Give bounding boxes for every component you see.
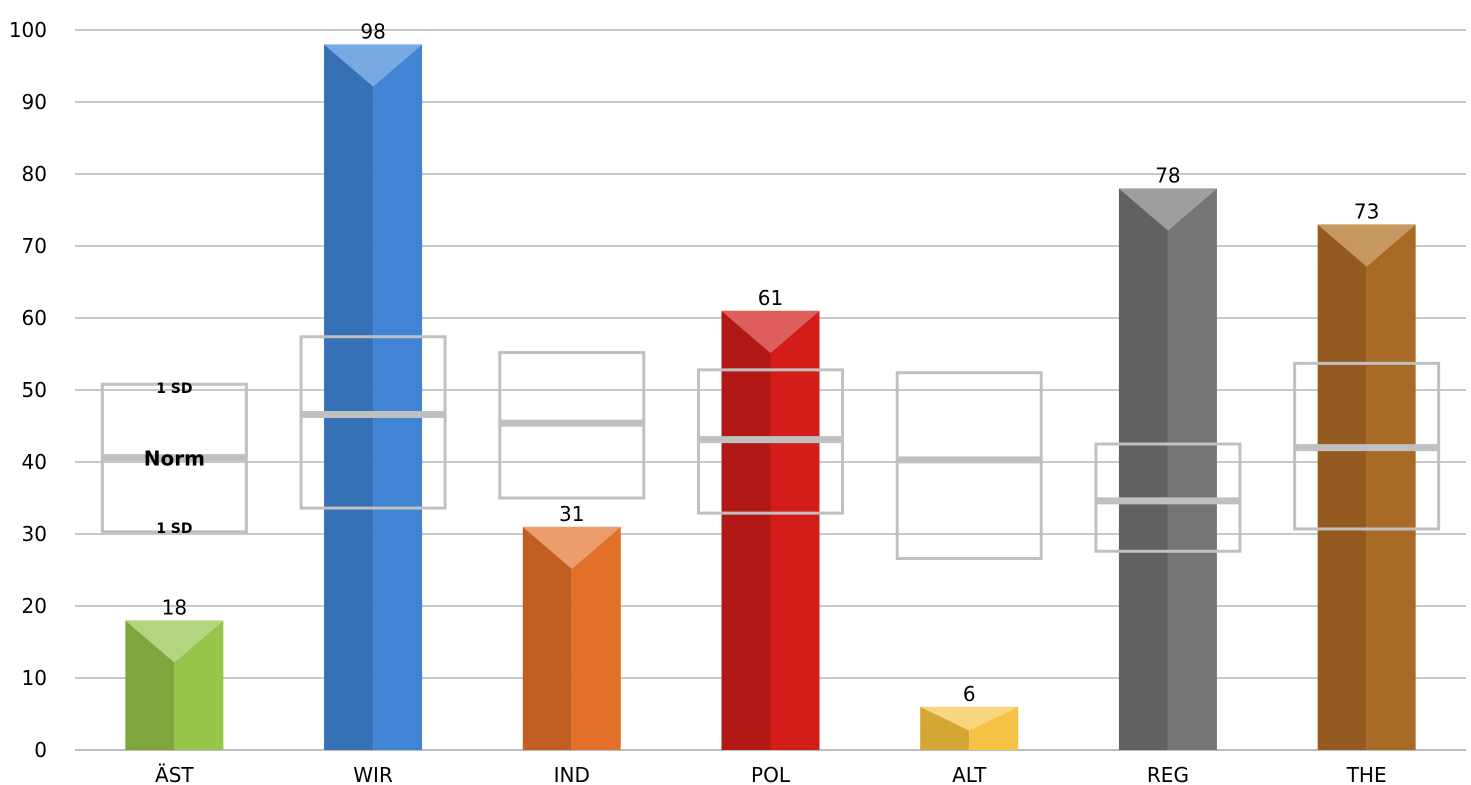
norm-bands (100, 335, 1441, 560)
bar-ALT (920, 706, 1019, 750)
bar-top-facet (1317, 224, 1416, 267)
bar-top-facet (721, 310, 820, 353)
y-tick-label: 70 (22, 234, 47, 258)
bar-face-right (969, 706, 1019, 750)
data-labels: 18 98 31 61 6 78 73 (162, 19, 1380, 705)
bar-face-right (174, 620, 224, 750)
bar-top-facet (324, 44, 423, 87)
x-tick-label-WIR: WIR (353, 763, 393, 785)
band-label-lower-sd: 1 SD (156, 521, 192, 537)
bar-face-left (1317, 224, 1367, 750)
y-tick-label: 90 (22, 90, 47, 114)
bar-top-facet (125, 620, 224, 663)
band-labels: 1 SD Norm 1 SD (144, 381, 205, 537)
x-tick-label-ALT: ALT (952, 763, 987, 785)
y-tick-label: 60 (22, 306, 47, 330)
y-tick-label: 100 (9, 18, 47, 42)
norm-band-REG (1094, 442, 1242, 553)
x-tick-label-IND: IND (554, 763, 590, 785)
data-label-ÄST: 18 (162, 595, 187, 619)
y-tick-label: 40 (22, 450, 47, 474)
bar-THE (1317, 224, 1416, 750)
x-tick-label-REG: REG (1147, 763, 1189, 785)
x-tick-label-THE: THE (1346, 763, 1387, 785)
y-axis: 0 10 20 30 40 50 60 70 80 90 100 (9, 18, 47, 762)
y-tick-label: 80 (22, 162, 47, 186)
bar-face-left (920, 706, 970, 750)
sd-range-box (895, 371, 1043, 560)
bar-ÄST (125, 620, 224, 750)
sd-range-box (299, 335, 447, 510)
data-label-ALT: 6 (963, 682, 976, 706)
bar-WIR (324, 44, 423, 750)
data-label-THE: 73 (1354, 199, 1379, 223)
y-tick-label: 0 (34, 738, 47, 762)
bar-REG (1118, 188, 1217, 750)
data-label-WIR: 98 (360, 19, 385, 43)
bar-face-right (571, 526, 621, 750)
y-tick-label: 20 (22, 594, 47, 618)
y-tick-label: 50 (22, 378, 47, 402)
bar-face-left (721, 310, 771, 750)
data-label-REG: 78 (1155, 163, 1180, 187)
bar-face-left (522, 526, 572, 750)
x-tick-label-POL: POL (751, 763, 791, 785)
norm-band-THE (1293, 361, 1441, 531)
bar-face-left (125, 620, 175, 750)
bar-top-facet (1118, 188, 1217, 231)
norm-band-ALT (895, 371, 1043, 560)
bar-POL (721, 310, 820, 750)
band-label-upper-sd: 1 SD (156, 381, 192, 397)
bars (125, 44, 1416, 750)
data-label-IND: 31 (559, 502, 584, 526)
bar-top-facet (920, 706, 1019, 731)
bar-face-left (1118, 188, 1168, 750)
bar-face-right (373, 44, 423, 750)
bar-face-right (1366, 224, 1416, 750)
y-tick-label: 30 (22, 522, 47, 546)
norm-band-IND (498, 351, 646, 500)
norm-band-WIR (299, 335, 447, 510)
bar-IND (522, 526, 621, 750)
x-tick-label-ÄST: ÄST (155, 763, 194, 785)
norm-band-POL (697, 368, 844, 515)
y-tick-label: 10 (22, 666, 47, 690)
bar-face-left (324, 44, 374, 750)
bar-top-facet (522, 526, 621, 569)
x-axis: ÄST WIR IND POL ALT REG THE (155, 763, 1387, 785)
bar-face-right (1167, 188, 1217, 750)
band-label-norm: Norm (144, 447, 205, 471)
data-label-POL: 61 (758, 286, 783, 310)
bar-face-right (770, 310, 820, 750)
norm-band-ÄST (100, 382, 248, 534)
